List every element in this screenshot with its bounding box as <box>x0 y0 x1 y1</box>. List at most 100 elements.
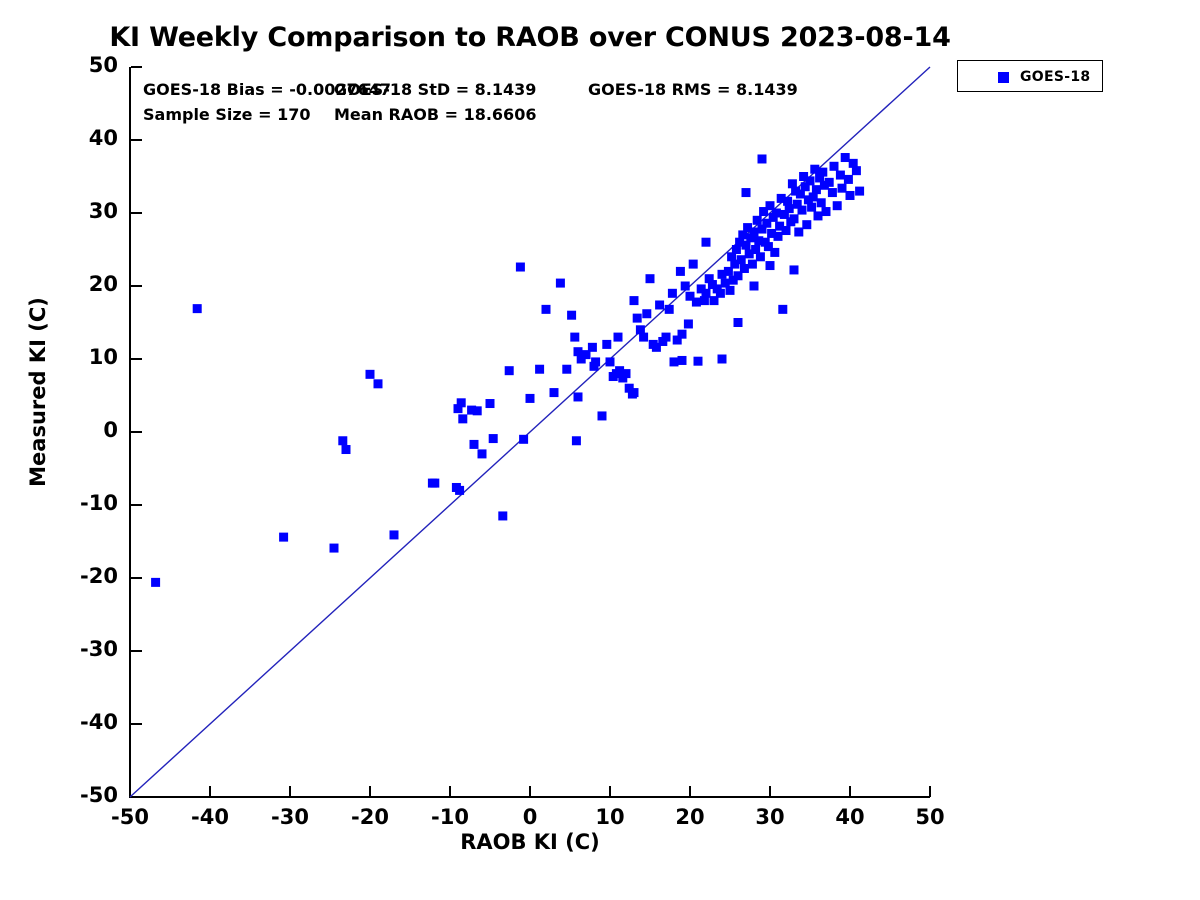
data-point <box>763 242 773 252</box>
data-point <box>608 372 618 382</box>
data-point <box>571 436 581 446</box>
x-tick-label: -40 <box>191 805 229 829</box>
data-point <box>549 388 559 398</box>
data-point <box>837 183 847 193</box>
data-point <box>797 205 807 215</box>
x-tick <box>849 786 851 797</box>
data-point <box>469 439 479 449</box>
data-point <box>453 404 463 414</box>
data-point <box>792 199 802 209</box>
data-point <box>658 336 668 346</box>
y-tick <box>131 139 142 141</box>
data-point <box>587 342 597 352</box>
data-point <box>519 434 529 444</box>
y-tick <box>131 431 142 433</box>
data-point <box>458 414 468 424</box>
data-point <box>728 275 738 285</box>
stat-mean-raob: Mean RAOB = 18.6606 <box>334 105 537 124</box>
x-tick-label: -50 <box>111 805 149 829</box>
data-point <box>677 329 687 339</box>
data-point <box>329 543 339 553</box>
y-tick <box>131 577 142 579</box>
data-point <box>712 284 722 294</box>
data-point <box>704 274 714 284</box>
data-point <box>760 237 770 247</box>
data-point <box>789 265 799 275</box>
legend-marker-goes-18 <box>998 72 1009 83</box>
data-point <box>562 364 572 374</box>
data-point <box>736 255 746 265</box>
data-point <box>642 309 652 319</box>
data-point <box>744 249 754 259</box>
y-tick <box>131 66 142 68</box>
x-tick-label: 30 <box>755 805 785 829</box>
data-point <box>786 217 796 227</box>
data-point <box>751 245 761 254</box>
data-point <box>805 176 815 186</box>
data-point <box>810 164 820 174</box>
data-point <box>645 274 655 284</box>
data-point <box>759 207 769 217</box>
data-point <box>632 313 642 323</box>
data-point <box>741 188 751 198</box>
data-point <box>515 262 525 272</box>
data-point <box>669 357 679 367</box>
data-point <box>488 434 498 444</box>
data-point <box>738 230 748 240</box>
data-point <box>739 263 749 273</box>
y-tick <box>131 358 142 360</box>
data-point <box>472 406 482 416</box>
y-tick-label: 50 <box>88 53 118 77</box>
x-tick-label: -30 <box>271 805 309 829</box>
data-point <box>624 383 634 393</box>
data-point <box>720 278 730 288</box>
data-point <box>787 179 797 189</box>
data-point <box>779 209 789 219</box>
data-point <box>808 192 818 202</box>
data-point <box>621 369 631 379</box>
series-goes-18 <box>151 153 865 587</box>
y-tick-label: -50 <box>80 783 118 807</box>
legend[interactable]: GOES-18 <box>957 60 1103 92</box>
stat-sample-size: Sample Size = 170 <box>143 105 311 124</box>
y-tick <box>131 212 142 214</box>
data-point <box>821 207 831 217</box>
data-point <box>456 398 466 408</box>
data-point <box>851 166 861 176</box>
x-tick <box>289 786 291 797</box>
stat-std: GOES-18 StD = 8.1439 <box>334 80 537 99</box>
x-tick <box>689 786 691 797</box>
x-tick-label: 50 <box>915 805 945 829</box>
data-point <box>581 350 591 360</box>
data-point <box>525 393 535 403</box>
data-point <box>677 355 687 365</box>
data-point <box>791 186 801 196</box>
data-point <box>824 177 834 187</box>
y-tick <box>131 796 142 798</box>
y-axis-label: Measured KI (C) <box>26 297 50 487</box>
data-point <box>477 449 487 459</box>
page-title: KI Weekly Comparison to RAOB over CONUS … <box>109 22 951 53</box>
data-point <box>832 201 842 211</box>
data-point <box>802 220 812 230</box>
data-point <box>639 332 649 342</box>
y-tick <box>131 650 142 652</box>
data-point <box>829 161 839 171</box>
data-point <box>664 304 674 314</box>
data-point <box>843 174 853 184</box>
data-point <box>627 389 637 399</box>
data-point <box>747 259 757 269</box>
data-point <box>733 271 743 281</box>
data-point <box>811 185 821 195</box>
data-point <box>731 245 741 254</box>
y-tick-label: 10 <box>88 345 118 369</box>
data-point <box>504 366 514 376</box>
data-point <box>855 186 865 196</box>
data-point <box>807 202 817 212</box>
y-tick <box>131 504 142 506</box>
data-point <box>789 214 799 224</box>
data-point <box>707 280 717 290</box>
data-point <box>783 196 793 206</box>
